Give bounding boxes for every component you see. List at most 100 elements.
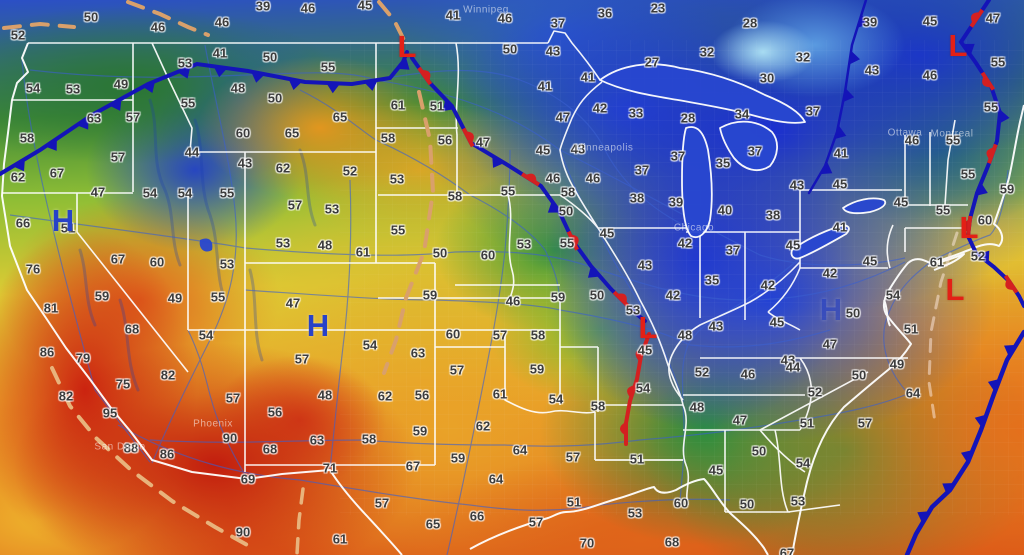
cold-front-triangle	[213, 66, 228, 78]
station-temp: 66	[15, 215, 31, 231]
cold-front-triangle	[849, 50, 860, 65]
station-temp: 45	[357, 0, 373, 13]
station-temp: 51	[799, 415, 815, 431]
station-temp: 65	[332, 109, 348, 125]
station-temp: 55	[210, 289, 226, 305]
station-temp: 47	[285, 295, 301, 311]
warm-front-semicircle	[971, 12, 981, 25]
station-temp: 50	[267, 90, 283, 106]
station-temp: 53	[177, 55, 193, 71]
warm-front-semicircle	[986, 147, 995, 161]
station-temp: 58	[19, 130, 35, 146]
station-temp: 55	[960, 166, 976, 182]
low-pressure-marker: L	[638, 310, 658, 345]
station-temp: 59	[550, 289, 566, 305]
station-temp: 52	[694, 364, 710, 380]
cold-front-triangle	[45, 138, 57, 151]
station-temp: 75	[115, 376, 131, 392]
station-temp: 41	[212, 45, 228, 61]
station-temp: 69	[240, 471, 256, 487]
station-temp: 64	[512, 442, 528, 458]
station-temp: 32	[699, 44, 715, 60]
station-temp: 53	[627, 505, 643, 521]
station-temp: 44	[184, 144, 200, 160]
cold-front-triangle	[998, 109, 1010, 124]
station-temp: 41	[833, 145, 849, 161]
high-pressure-marker: H	[51, 203, 75, 238]
station-temp: 47	[555, 109, 571, 125]
station-temp: 55	[390, 222, 406, 238]
station-temp: 58	[590, 398, 606, 414]
station-temp: 60	[149, 254, 165, 270]
cold-front-triangle	[177, 66, 191, 79]
station-temp: 46	[740, 366, 756, 382]
warm-front-semicircle	[1005, 278, 1015, 291]
low-pressure-marker: L	[959, 210, 979, 245]
station-temp: 43	[545, 43, 561, 59]
station-temp: 45	[637, 342, 653, 358]
station-temp: 82	[160, 367, 176, 383]
station-temp: 46	[904, 132, 920, 148]
station-temp: 59	[450, 450, 466, 466]
station-temp: 50	[502, 41, 518, 57]
warm-front-semicircle	[963, 218, 971, 233]
station-temp: 43	[789, 177, 805, 193]
station-temp: 42	[760, 277, 776, 293]
low-pressure-marker: L	[945, 272, 965, 307]
station-temp: 41	[580, 69, 596, 85]
station-temp: 64	[488, 471, 504, 487]
cold-front-triangle	[960, 449, 973, 463]
station-temp: 58	[530, 327, 546, 343]
station-temp: 88	[123, 440, 139, 456]
station-temp: 56	[267, 404, 283, 420]
station-temp: 45	[708, 462, 724, 478]
cold-front-triangle	[842, 88, 855, 103]
warm-front-segment	[566, 230, 579, 251]
city-label: Montreal	[930, 128, 974, 140]
low-pressure-marker: L	[397, 29, 417, 64]
station-temp: 90	[235, 524, 251, 540]
state-borders	[2, 30, 968, 513]
station-temp: 48	[317, 387, 333, 403]
station-temp: 50	[851, 367, 867, 383]
station-temp: 56	[437, 132, 453, 148]
station-temp: 63	[309, 432, 325, 448]
station-temp: 90	[222, 430, 238, 446]
station-temp: 54	[362, 337, 378, 353]
station-temp: 55	[320, 59, 336, 75]
station-temp: 62	[475, 418, 491, 434]
station-temp: 50	[845, 305, 861, 321]
station-temp: 95	[102, 405, 118, 421]
cold-front-triangle	[587, 265, 601, 278]
station-temp: 67	[779, 545, 795, 555]
station-temp: 50	[432, 245, 448, 261]
station-temp: 42	[665, 287, 681, 303]
cold-front-triangle	[942, 483, 955, 495]
station-temp: 60	[673, 495, 689, 511]
station-temp: 62	[377, 388, 393, 404]
cold-front-triangle	[917, 511, 930, 524]
lake-erie	[790, 224, 850, 260]
ontario-cold-front	[807, 0, 868, 195]
station-temp: 51	[629, 451, 645, 467]
station-temp: 42	[822, 265, 838, 281]
station-temp: 55	[180, 95, 196, 111]
cold-front-triangle	[974, 414, 987, 428]
station-temp: 41	[832, 219, 848, 235]
cold-front-triangle	[962, 43, 975, 56]
cold-front-triangle	[442, 99, 456, 112]
station-temp: 50	[739, 496, 755, 512]
station-temp: 52	[807, 384, 823, 400]
station-temp: 48	[689, 399, 705, 415]
warm-front-semicircle	[982, 75, 992, 88]
station-temp: 54	[198, 327, 214, 343]
low-pressure-marker: L	[948, 28, 968, 63]
station-temp: 57	[374, 495, 390, 511]
station-temp: 54	[885, 287, 901, 303]
station-temp: 46	[922, 67, 938, 83]
station-temp: 67	[110, 251, 126, 267]
high-pressure-marker: H	[819, 292, 843, 327]
station-temp: 46	[545, 170, 561, 186]
